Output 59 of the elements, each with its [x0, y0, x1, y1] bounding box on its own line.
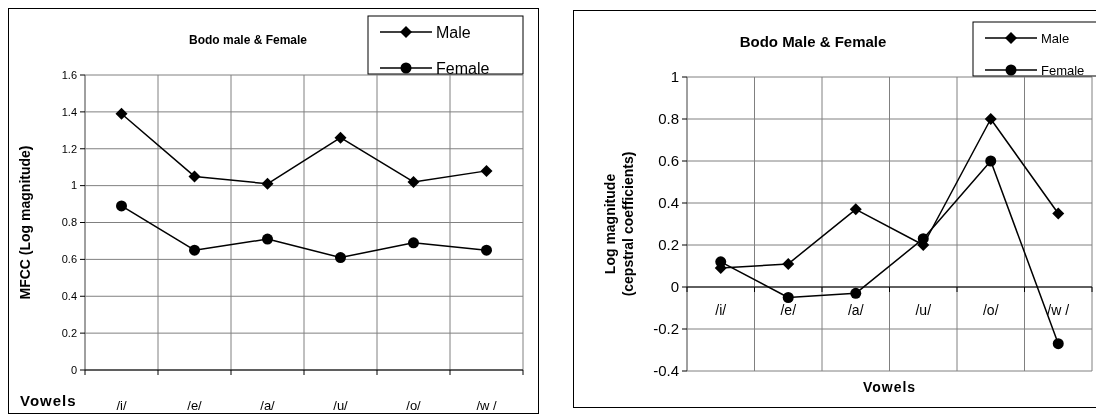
legend-label: Female [436, 59, 490, 77]
point [984, 113, 997, 125]
point [481, 244, 492, 256]
point [985, 155, 997, 167]
point [850, 287, 862, 299]
legend-label: Male [1041, 30, 1070, 46]
y-tick-label: -0.4 [653, 362, 679, 380]
y-tick-label: 0.2 [658, 236, 679, 254]
y-tick-label: 0.8 [61, 216, 77, 229]
x-tick-label: /w / [476, 398, 497, 413]
y-tick-label: 1 [670, 68, 679, 86]
y-tick-label: 1.4 [61, 105, 77, 118]
legend-label: Male [436, 23, 471, 41]
x-tick-label: /a/ [260, 398, 276, 413]
point [480, 164, 493, 177]
x-tick-label: /u/ [333, 398, 349, 413]
point [849, 203, 862, 216]
point [189, 244, 200, 256]
legend-label: Female [1041, 62, 1085, 78]
y-tick-label: 0 [70, 363, 77, 376]
y-tick-label: 0.8 [658, 110, 679, 128]
x-tick-label: /a/ [847, 302, 864, 318]
y-tick-label: 0.6 [61, 253, 77, 266]
point [188, 170, 201, 183]
x-tick-label: /o/ [406, 398, 422, 413]
y-tick-label: 0.2 [61, 326, 77, 339]
point [1052, 207, 1065, 220]
x-tick-label: /e/ [187, 398, 203, 413]
y-tick-label: 0.4 [658, 194, 679, 212]
chart-title: Bodo Male & Female [739, 33, 887, 50]
y-tick-label: 1.2 [61, 142, 77, 155]
y-tick-label: 0 [670, 278, 679, 296]
x-tick-label: /o/ [982, 302, 999, 318]
x-tick-label: /u/ [915, 302, 932, 318]
point [334, 131, 347, 144]
point [782, 292, 794, 303]
point [261, 177, 274, 190]
point [782, 257, 795, 270]
point [407, 175, 420, 188]
chart-title: Bodo male & Female [188, 33, 308, 47]
point [408, 237, 419, 249]
point [1052, 338, 1064, 350]
y-tick-label: -0.2 [653, 320, 679, 338]
x-axis-title: Vowels [20, 392, 77, 409]
point [335, 252, 346, 264]
y-axis-title: MFCC (Log magnitude) [17, 145, 33, 300]
y-tick-label: 1 [70, 179, 77, 192]
y-tick-label: 0.4 [61, 290, 77, 303]
point [262, 233, 273, 245]
point [115, 107, 128, 120]
point [116, 200, 127, 212]
x-tick-label: /w / [1047, 302, 1070, 318]
y-axis-title: Log magnitude (cepstral coefficients) [602, 151, 636, 297]
x-tick-label: /e/ [780, 302, 797, 318]
y-tick-label: 0.6 [658, 152, 679, 170]
x-axis-title: Vowels [862, 379, 917, 395]
y-tick-label: 1.6 [61, 68, 77, 81]
x-tick-label: /i/ [116, 398, 127, 413]
x-tick-label: /i/ [715, 302, 727, 318]
